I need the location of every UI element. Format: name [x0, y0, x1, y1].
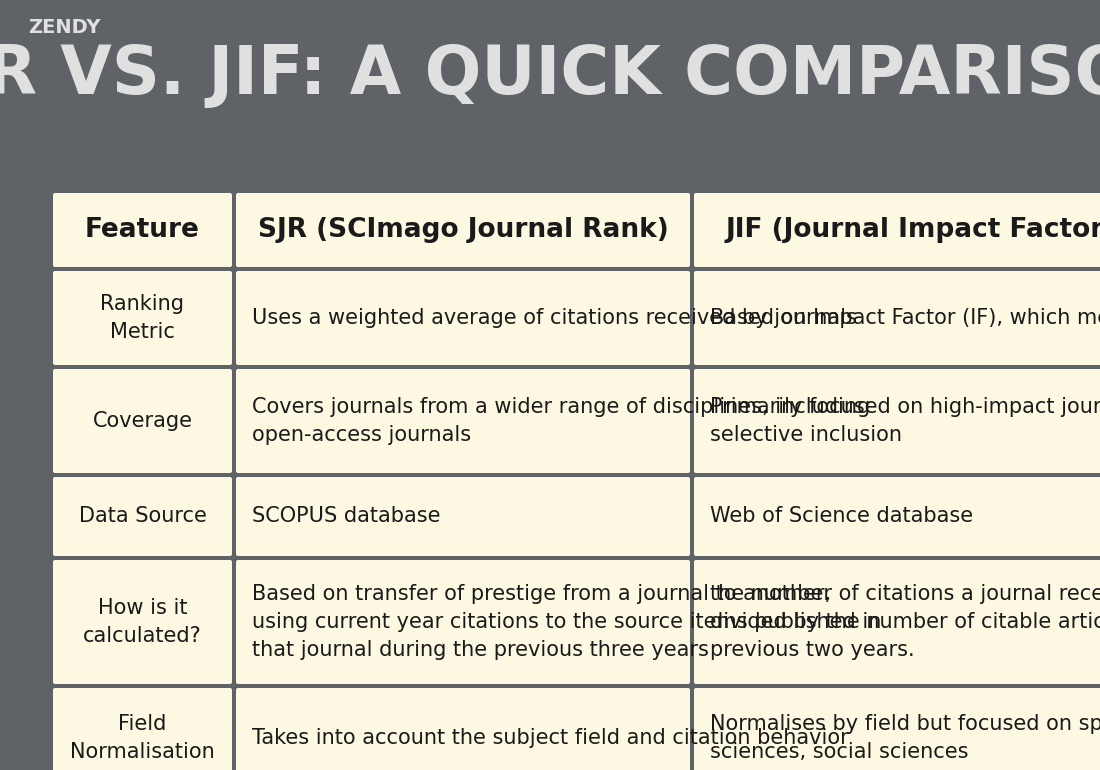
FancyBboxPatch shape [53, 477, 232, 556]
Text: Covers journals from a wider range of disciplines, including
open-access journal: Covers journals from a wider range of di… [252, 397, 870, 445]
FancyBboxPatch shape [53, 271, 232, 365]
Text: Data Source: Data Source [78, 507, 207, 527]
Text: Field
Normalisation: Field Normalisation [70, 714, 214, 762]
Text: the number of citations a journal receives in a given year
divided by the number: the number of citations a journal receiv… [710, 584, 1100, 660]
FancyBboxPatch shape [694, 560, 1100, 684]
FancyBboxPatch shape [53, 688, 232, 770]
Text: SCOPUS database: SCOPUS database [252, 507, 440, 527]
FancyBboxPatch shape [53, 193, 232, 267]
FancyBboxPatch shape [694, 477, 1100, 556]
Text: Uses a weighted average of citations received by journals: Uses a weighted average of citations rec… [252, 308, 857, 328]
Text: Web of Science database: Web of Science database [710, 507, 974, 527]
Text: JIF (Journal Impact Factor): JIF (Journal Impact Factor) [726, 217, 1100, 243]
FancyBboxPatch shape [694, 271, 1100, 365]
FancyBboxPatch shape [694, 369, 1100, 473]
FancyBboxPatch shape [236, 688, 690, 770]
FancyBboxPatch shape [236, 369, 690, 473]
Text: Ranking
Metric: Ranking Metric [100, 294, 185, 342]
FancyBboxPatch shape [236, 271, 690, 365]
FancyBboxPatch shape [236, 560, 690, 684]
Text: SJR VS. JIF: A QUICK COMPARISON: SJR VS. JIF: A QUICK COMPARISON [0, 42, 1100, 108]
Text: Feature: Feature [85, 217, 200, 243]
Text: Takes into account the subject field and citation behavior: Takes into account the subject field and… [252, 728, 849, 748]
Text: How is it
calculated?: How is it calculated? [84, 598, 202, 646]
FancyBboxPatch shape [694, 193, 1100, 267]
FancyBboxPatch shape [236, 193, 690, 267]
FancyBboxPatch shape [236, 477, 690, 556]
Text: ZENDY: ZENDY [28, 18, 100, 37]
Text: Coverage: Coverage [92, 411, 192, 431]
Text: Normalises by field but focused on specific categories like
sciences, social sci: Normalises by field but focused on speci… [710, 714, 1100, 762]
Text: Primarily focused on high-impact journals with more
selective inclusion: Primarily focused on high-impact journal… [710, 397, 1100, 445]
Text: Based on Impact Factor (IF), which measures yearly citations: Based on Impact Factor (IF), which measu… [710, 308, 1100, 328]
Text: SJR (SCImago Journal Rank): SJR (SCImago Journal Rank) [257, 217, 669, 243]
FancyBboxPatch shape [53, 560, 232, 684]
FancyBboxPatch shape [694, 688, 1100, 770]
FancyBboxPatch shape [53, 369, 232, 473]
Text: Based on transfer of prestige from a journal to another,
using current year cita: Based on transfer of prestige from a jou… [252, 584, 881, 660]
